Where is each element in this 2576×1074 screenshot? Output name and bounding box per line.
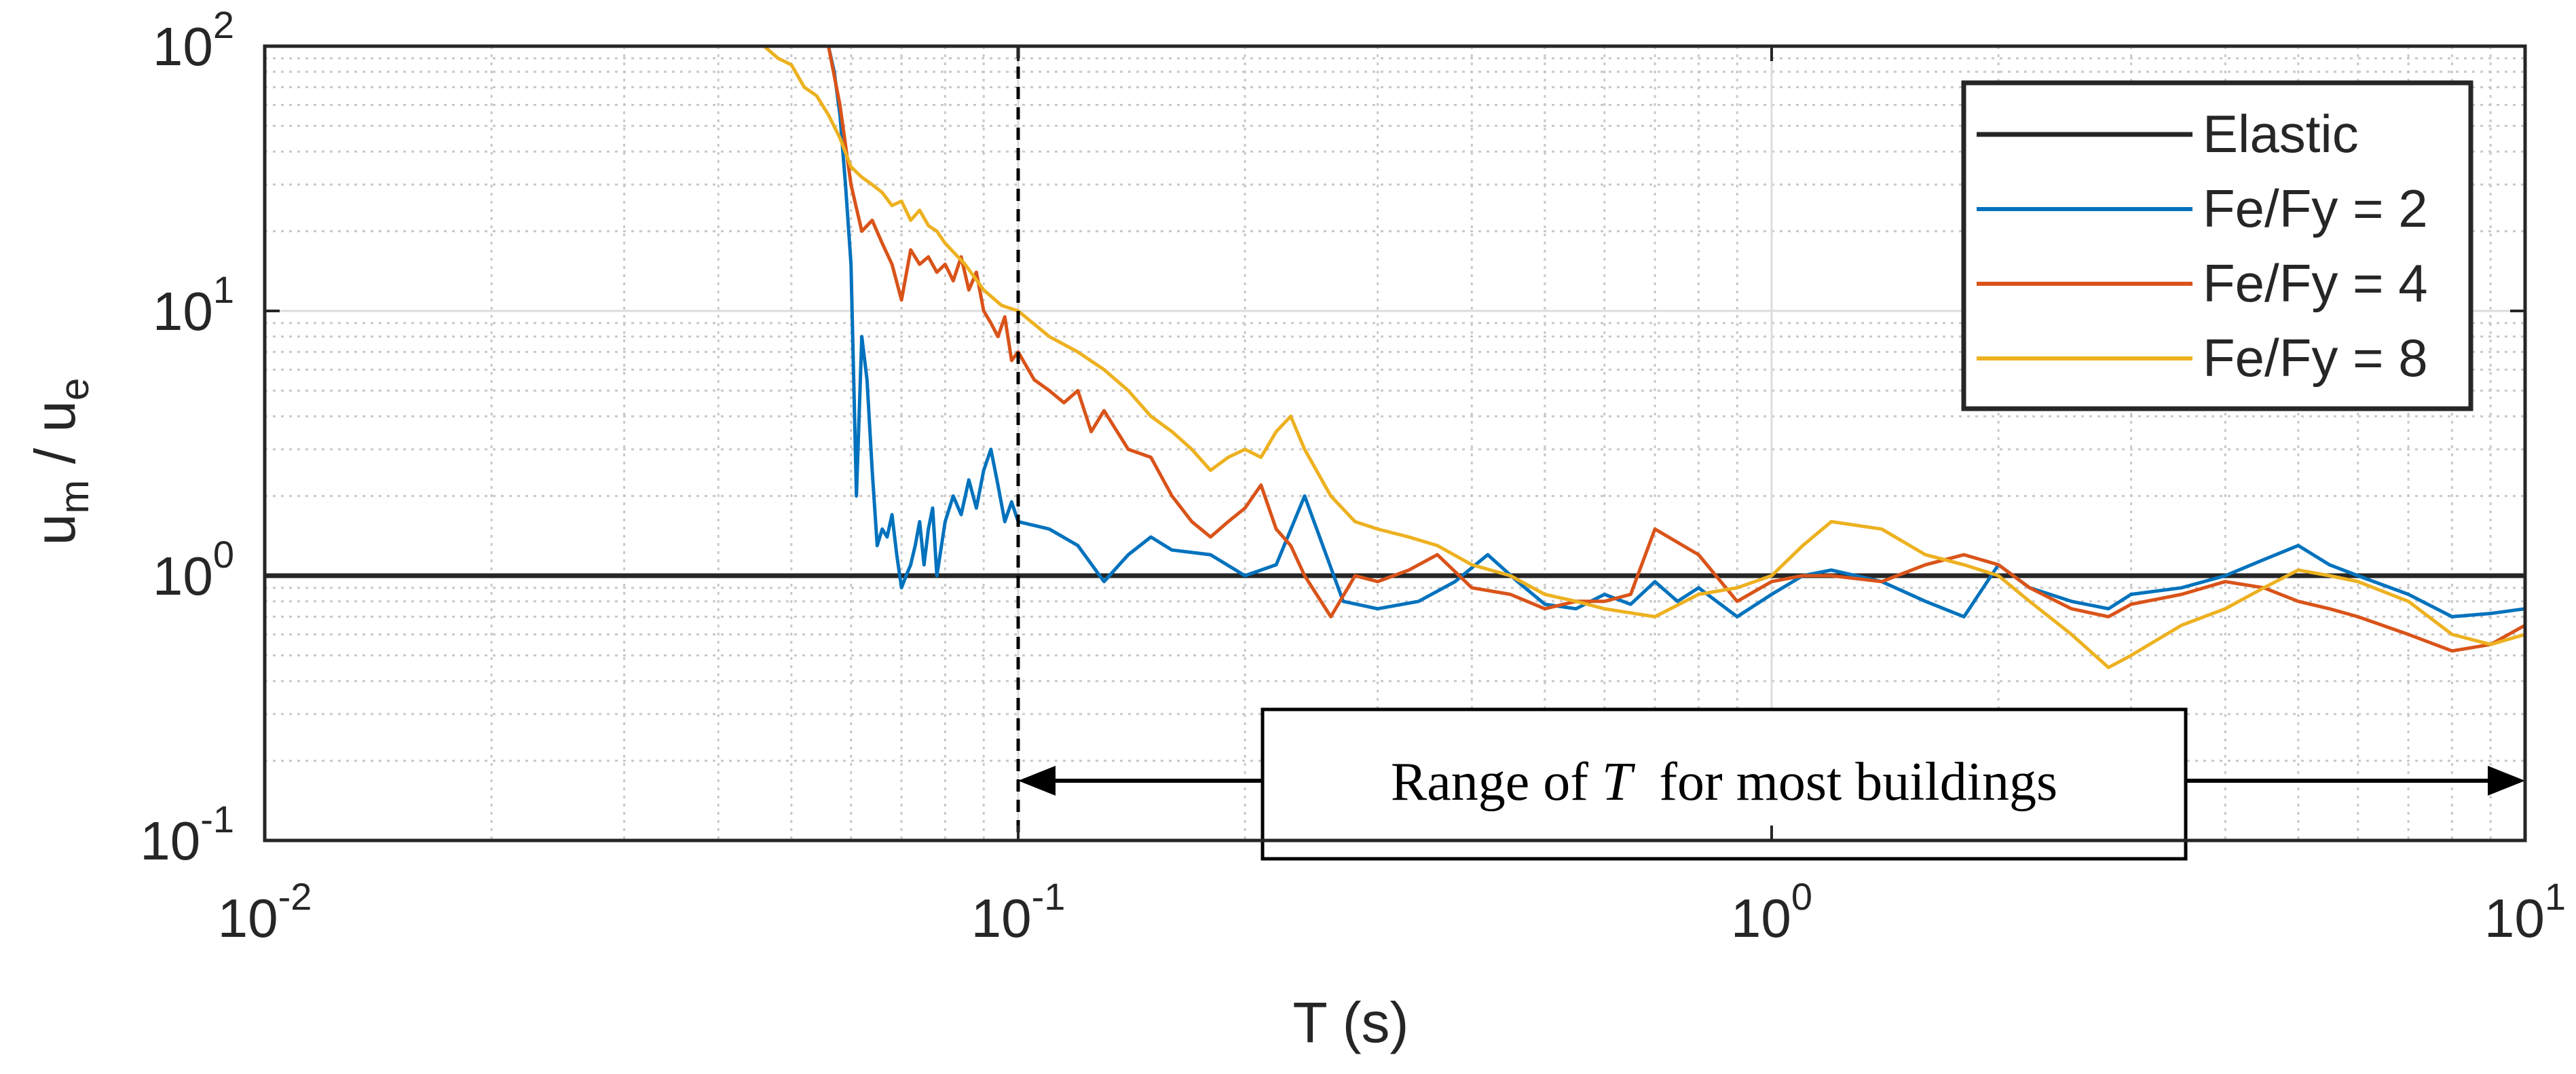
legend-box — [1961, 80, 2474, 411]
legend-label: Fe/Fy = 8 — [2203, 328, 2428, 388]
x-tick-base: 10 — [971, 888, 1032, 948]
annotation: Range of T for most buildings — [1018, 707, 2525, 861]
y-label-sub-den: e — [52, 378, 97, 401]
y-tick-base: 10 — [153, 546, 213, 606]
y-tick-label: 10-1 — [140, 798, 234, 871]
x-axis-label: T (s) — [1292, 990, 1408, 1054]
annotation-symbol: T — [1602, 752, 1636, 812]
y-tick-exponent: 2 — [213, 3, 234, 46]
y-label-base-den: u — [23, 401, 87, 432]
y-tick-exponent: -1 — [200, 798, 234, 840]
plot-frame — [263, 44, 2527, 842]
series-line-fe-fy-4 — [827, 45, 2526, 653]
x-tick-label: 10-2 — [218, 875, 312, 948]
annotation-suffix: for most buildings — [1632, 752, 2057, 812]
y-tick-label: 102 — [153, 3, 234, 77]
series-line-fe-fy-8 — [763, 45, 2526, 669]
x-tick-base: 10 — [1731, 888, 1791, 948]
annotation-box — [1261, 707, 2188, 861]
legend: Elastic Fe/Fy = 2 Fe/Fy = 4 Fe/Fy = 8 — [1961, 80, 2474, 411]
x-tick-exponent: -1 — [1032, 875, 1066, 918]
x-tick-label: 101 — [2484, 875, 2566, 948]
x-tick-label: 100 — [1731, 875, 1812, 948]
y-label-sub-num: m — [52, 480, 97, 514]
y-tick-exponent: 1 — [213, 268, 234, 311]
x-tick-exponent: 0 — [1791, 875, 1812, 918]
y-tick-base: 10 — [153, 16, 213, 77]
annotation-text: Range of T for most buildings — [1391, 752, 2057, 812]
y-tick-base: 10 — [140, 811, 200, 871]
y-axis-label: um / ue — [23, 378, 97, 546]
annotation-arrowhead-left — [1018, 766, 1056, 796]
legend-label: Fe/Fy = 4 — [2203, 253, 2428, 313]
legend-label: Fe/Fy = 2 — [2203, 179, 2428, 238]
annotation-arrowhead-right — [2488, 766, 2525, 796]
legend-label: Elastic — [2203, 104, 2359, 164]
x-tick-base: 10 — [2484, 888, 2545, 948]
y-tick-label: 101 — [153, 268, 234, 341]
y-tick-label: 100 — [153, 533, 234, 606]
y-tick-exponent: 0 — [213, 533, 234, 576]
ticks-layer — [263, 45, 2526, 842]
x-tick-exponent: 1 — [2545, 875, 2566, 918]
y-tick-base: 10 — [153, 281, 213, 341]
y-label-sep: / — [23, 432, 87, 480]
series-layer — [265, 45, 2526, 669]
x-tick-exponent: -2 — [278, 875, 312, 918]
annotation-prefix: Range of — [1391, 752, 1602, 812]
x-tick-label: 10-1 — [971, 875, 1066, 948]
y-label-base-num: u — [23, 514, 87, 546]
x-tick-base: 10 — [218, 888, 278, 948]
